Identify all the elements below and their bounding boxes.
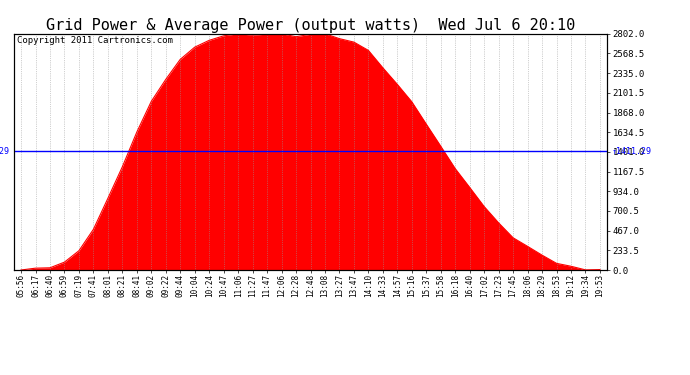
Text: ↑1411.29: ↑1411.29 [0,147,10,156]
Text: Copyright 2011 Cartronics.com: Copyright 2011 Cartronics.com [17,36,172,45]
Text: ↑1411.29: ↑1411.29 [611,147,651,156]
Title: Grid Power & Average Power (output watts)  Wed Jul 6 20:10: Grid Power & Average Power (output watts… [46,18,575,33]
